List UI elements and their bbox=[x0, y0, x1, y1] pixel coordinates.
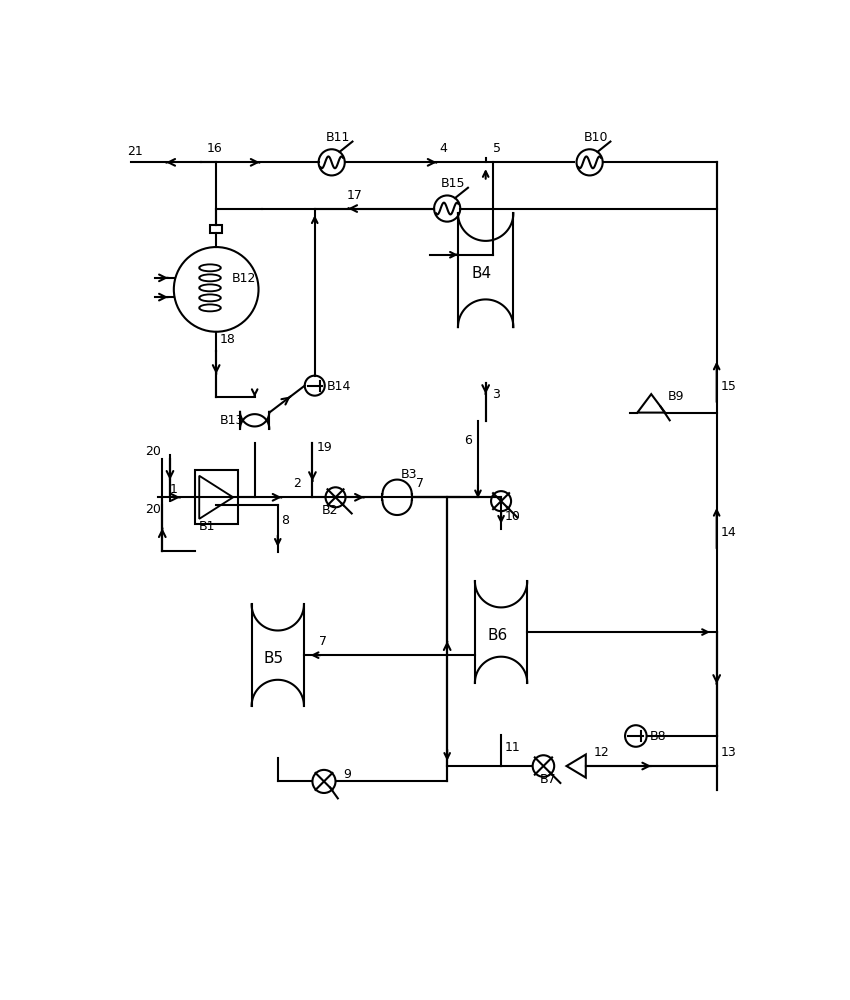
Text: 11: 11 bbox=[505, 741, 521, 754]
Text: B6: B6 bbox=[487, 628, 507, 643]
Text: 10: 10 bbox=[505, 510, 521, 523]
Text: 7: 7 bbox=[416, 477, 424, 490]
Text: 20: 20 bbox=[145, 445, 162, 458]
Text: 16: 16 bbox=[207, 142, 223, 155]
Text: B5: B5 bbox=[264, 651, 284, 666]
Text: B7: B7 bbox=[540, 773, 556, 786]
Text: 4: 4 bbox=[439, 142, 447, 155]
Text: 6: 6 bbox=[464, 434, 472, 447]
Text: 15: 15 bbox=[721, 379, 736, 392]
Text: 12: 12 bbox=[593, 746, 609, 759]
Text: 18: 18 bbox=[220, 333, 236, 346]
Text: 8: 8 bbox=[281, 514, 290, 527]
Text: 7: 7 bbox=[320, 635, 327, 648]
Text: 9: 9 bbox=[343, 768, 351, 781]
Text: B13: B13 bbox=[220, 414, 245, 427]
Text: 17: 17 bbox=[347, 189, 363, 202]
Text: 19: 19 bbox=[316, 441, 332, 454]
Text: B12: B12 bbox=[231, 272, 256, 285]
Text: 3: 3 bbox=[492, 388, 500, 401]
Text: 2: 2 bbox=[293, 477, 301, 490]
Text: B2: B2 bbox=[321, 504, 338, 517]
Text: B1: B1 bbox=[199, 520, 216, 533]
Text: 5: 5 bbox=[493, 142, 501, 155]
Text: B15: B15 bbox=[441, 177, 466, 190]
Text: B3: B3 bbox=[401, 468, 417, 481]
Text: 13: 13 bbox=[721, 746, 736, 759]
Bar bbox=[210, 225, 223, 233]
Text: B14: B14 bbox=[327, 379, 351, 392]
Text: 20: 20 bbox=[145, 503, 162, 516]
Text: 21: 21 bbox=[128, 145, 144, 158]
Text: 1: 1 bbox=[170, 483, 178, 496]
Text: B9: B9 bbox=[668, 390, 684, 403]
Text: B8: B8 bbox=[649, 730, 666, 743]
Text: B11: B11 bbox=[326, 131, 350, 144]
Text: 14: 14 bbox=[721, 526, 736, 539]
Text: B4: B4 bbox=[472, 266, 492, 281]
Bar bbox=[195, 470, 238, 524]
Text: B10: B10 bbox=[583, 131, 608, 144]
